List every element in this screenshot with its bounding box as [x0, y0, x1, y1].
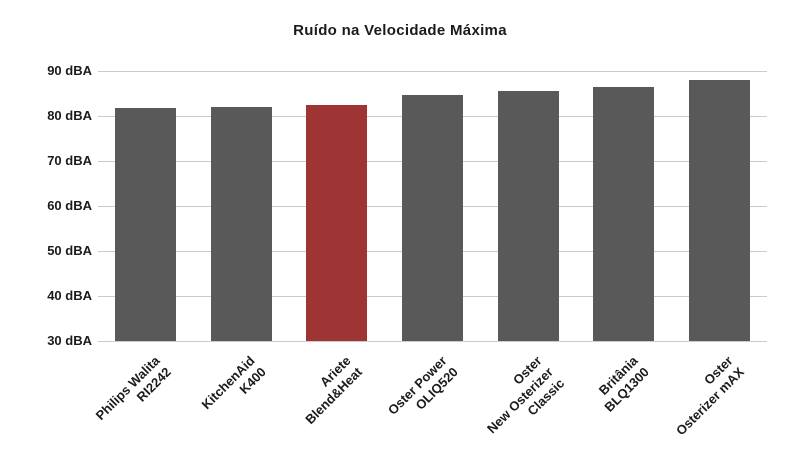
bar-oster-new-osterizer-classic [497, 91, 559, 341]
x-axis-label-philips-walita-ri2242: Philips Walita RI2242 [10, 353, 174, 450]
gridline-30 [98, 341, 767, 342]
bar-philips-walita-ri2242 [115, 108, 177, 341]
bar-ariete-blend-heat [306, 104, 368, 341]
chart-title: Ruído na Velocidade Máxima [293, 22, 507, 39]
bar-oster-power-oliq520 [402, 94, 463, 341]
y-axis-tick-label-50: 50 dBA [47, 243, 92, 258]
y-axis-tick-label-60: 60 dBA [47, 198, 92, 213]
bar-kitchenaid-k400 [210, 106, 272, 341]
y-axis-tick-label-40: 40 dBA [47, 288, 92, 303]
bar-brit-nia-blq1300 [593, 87, 655, 341]
y-axis-tick-label-80: 80 dBA [47, 108, 92, 123]
y-axis-tick-label-30: 30 dBA [47, 333, 92, 348]
y-axis-tick-label-90: 90 dBA [47, 63, 92, 78]
y-axis-tick-label-70: 70 dBA [47, 153, 92, 168]
bar-oster-osterizer-max [688, 80, 750, 341]
gridline-90 [98, 71, 767, 72]
